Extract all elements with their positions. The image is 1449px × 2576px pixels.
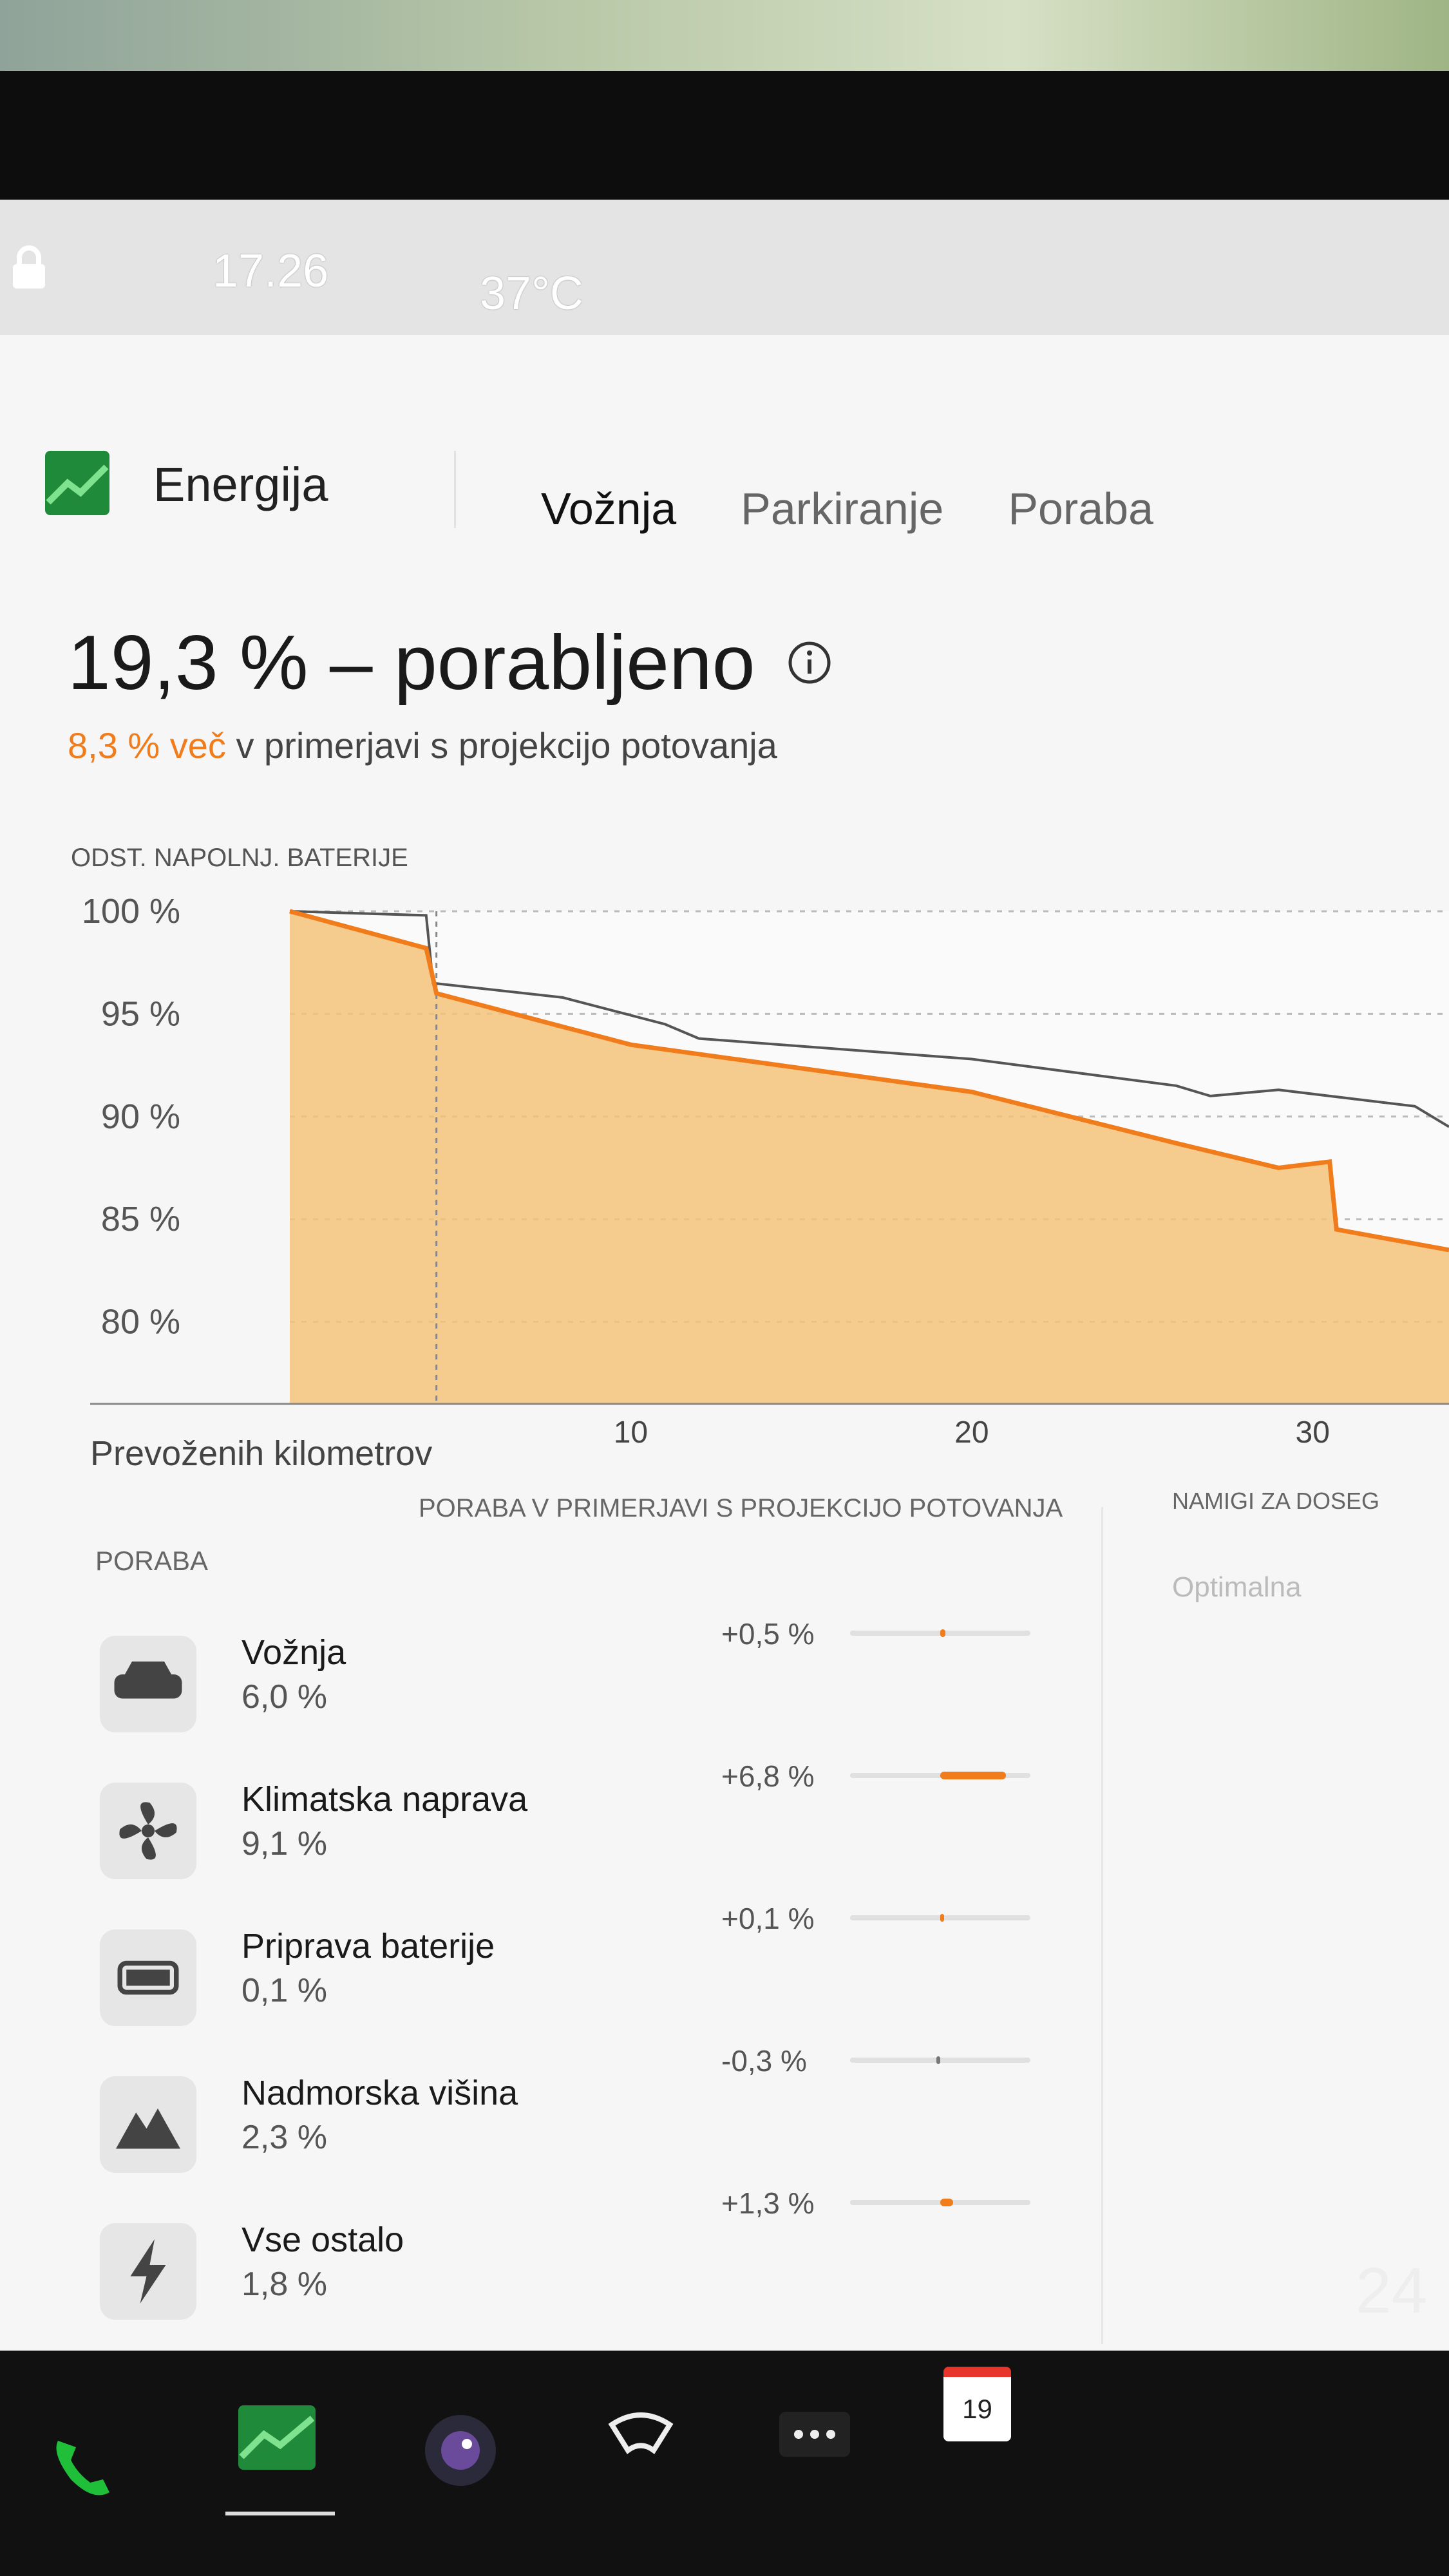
page-title: Energija (153, 458, 328, 511)
x-axis-title: Prevoženih kilometrov (90, 1434, 432, 1473)
energy-app-button[interactable] (238, 2405, 316, 2470)
y-tick-label: 100 % (82, 892, 180, 931)
y-tick-label: 90 % (101, 1097, 180, 1136)
icon-glyph (117, 1960, 179, 1995)
row-icon (100, 2076, 196, 2173)
consumption-heading: PORABA (95, 1546, 209, 1576)
tab[interactable]: Vožnja (541, 484, 677, 534)
delta-bar (936, 2056, 940, 2064)
summary-title-row: 19,3 % – porabljeno (68, 618, 832, 707)
delta-bar (940, 1914, 944, 1922)
compare-heading: PORABA V PRIMERJAVI S PROJEKCIJO POTOVAN… (419, 1494, 1063, 1522)
outdoor-background (0, 0, 1449, 71)
area (290, 911, 1449, 1404)
y-tick-label: 95 % (101, 994, 180, 1033)
row-value: 2,3 % (242, 2119, 327, 2156)
row-icon (100, 1929, 196, 2026)
consumption-row: Klimatska naprava 9,1 % +6,8 % (0, 1759, 1095, 1897)
row-icon (100, 2223, 196, 2320)
row-icon (100, 1783, 196, 1879)
row-delta: +1,3 % (721, 2186, 815, 2220)
delta-bar (940, 1629, 945, 1637)
tab[interactable]: Poraba (1008, 484, 1154, 534)
tips-heading: NAMIGI ZA DOSEG (1172, 1488, 1380, 1514)
row-name: Klimatska naprava (242, 1780, 528, 1819)
tab[interactable]: Parkiranje (741, 484, 944, 534)
y-axis-title: ODST. NAPOLNJ. BATERIJE (71, 844, 408, 872)
icon-glyph (116, 2108, 180, 2149)
row-delta: +0,5 % (721, 1617, 815, 1651)
row-value: 6,0 % (242, 1678, 327, 1716)
screen: 17.26 37°C Energija Vožnja Parkiranje Pora… (0, 200, 1449, 2351)
delta-track (850, 2056, 1030, 2064)
icon-glyph (130, 2239, 166, 2304)
energy-icon (45, 451, 109, 515)
divider (454, 451, 456, 528)
row-delta: -0,3 % (721, 2044, 807, 2078)
delta-track (850, 1629, 1030, 1637)
side-number: 24 (1356, 2255, 1428, 2327)
summary-title: 19,3 % – porabljeno (68, 620, 755, 706)
icon-glyph (119, 1802, 177, 1860)
row-icon (100, 1636, 196, 1732)
y-tick-label: 85 % (101, 1200, 180, 1238)
consumption-row: Vse ostalo 1,8 % +1,3 % (0, 2186, 1095, 2331)
delta-track (850, 1914, 1030, 1922)
taskbar: 19 24 (0, 2255, 1449, 2576)
lock-icon (13, 245, 45, 289)
summary-rest: v primerjavi s projekcijo potovanja (236, 725, 777, 766)
row-value: 9,1 % (242, 1825, 327, 1862)
x-tick-label: 30 (1296, 1416, 1330, 1450)
consumption-row: Vožnja 6,0 % +0,5 % (0, 1617, 1095, 1752)
camera-button[interactable] (422, 2412, 499, 2489)
row-name: Nadmorska višina (242, 2074, 518, 2112)
row-name: Vožnja (242, 1633, 346, 1672)
summary-highlight: 8,3 % več (68, 725, 226, 766)
info-button[interactable] (787, 640, 832, 685)
phone-button[interactable] (45, 2428, 122, 2505)
row-delta: +6,8 % (721, 1759, 815, 1793)
more-button[interactable] (779, 2412, 850, 2457)
delta-track (850, 1772, 1030, 1779)
delta-bar (940, 2199, 953, 2206)
clock: 17.26 (213, 245, 329, 297)
status-bar: 17.26 37°C (0, 200, 1449, 335)
delta-bar (940, 1772, 1006, 1779)
wiper-button[interactable] (605, 2405, 676, 2463)
tips-status: Optimalna (1172, 1571, 1302, 1603)
icon-glyph (114, 1662, 182, 1699)
row-delta: +0,1 % (721, 1902, 815, 1935)
row-value: 0,1 % (242, 1972, 327, 2009)
temperature: 37°C (480, 268, 583, 319)
row-name: Vse ostalo (242, 2221, 404, 2259)
x-tick-label: 10 (614, 1416, 648, 1450)
active-indicator (225, 2512, 335, 2515)
summary-subtitle: 8,3 % več v primerjavi s projekcijo poto… (68, 724, 777, 766)
consumption-row: Priprava baterije 0,1 % +0,1 % (0, 1902, 1095, 2041)
row-name: Priprava baterije (242, 1927, 495, 1965)
battery-chart: ODST. NAPOLNJ. BATERIJE 80 % 85 % 90 % 95 % 1… (71, 844, 1449, 1473)
x-tick-label: 20 (954, 1416, 989, 1450)
consumption-row: Nadmorska višina 2,3 % -0,3 % (0, 2044, 1095, 2186)
calendar-button[interactable]: 19 (943, 2367, 1011, 2441)
panel-divider (1101, 1507, 1103, 2344)
row-value: 1,8 % (242, 2266, 327, 2303)
line (289, 909, 1449, 1253)
delta-track (850, 2199, 1030, 2206)
bezel (0, 71, 1449, 200)
y-tick-label: 80 % (101, 1303, 180, 1341)
tabs: Vožnja Parkiranje Poraba (541, 483, 1153, 535)
